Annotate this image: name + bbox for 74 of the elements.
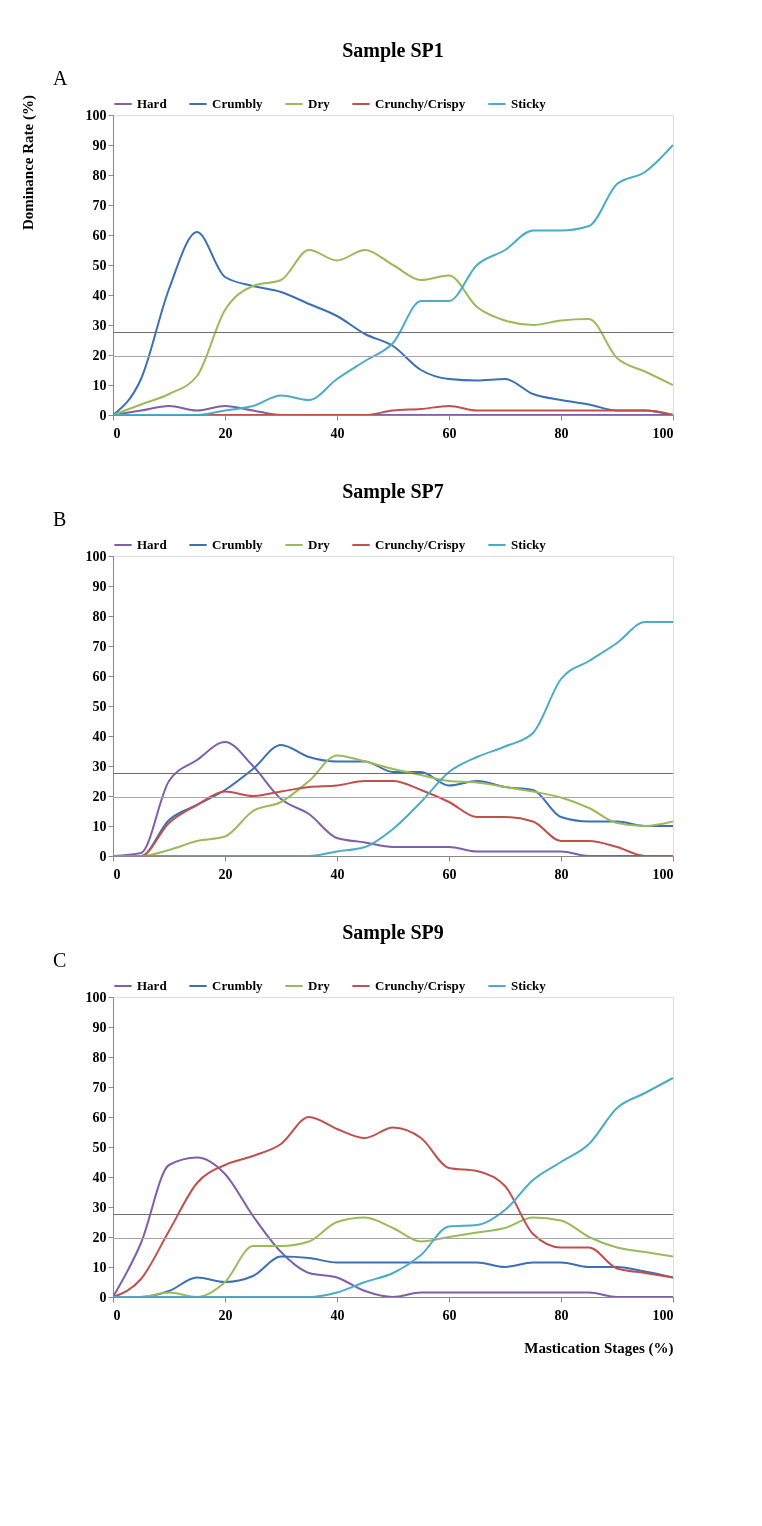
text: C	[53, 949, 67, 971]
y-tick-label: 0	[99, 1289, 107, 1305]
y-tick-label: 40	[92, 728, 107, 744]
y-tick-label: 30	[92, 317, 107, 333]
legend-label: Dry	[308, 537, 331, 552]
chart-title: Sample SP9	[342, 921, 444, 944]
x-tick-label: 40	[330, 425, 345, 441]
y-tick-label: 10	[92, 1259, 107, 1275]
y-tick-label: 30	[92, 758, 107, 774]
y-axis-title: Dominance Rate (%)	[20, 95, 37, 230]
y-tick-label: 80	[92, 1049, 107, 1065]
y-tick-label: 20	[92, 788, 107, 804]
legend-label: Hard	[137, 537, 168, 552]
y-tick-label: 90	[92, 137, 107, 153]
legend-label: Hard	[137, 96, 168, 111]
x-tick-label: 40	[330, 1307, 345, 1323]
legend-label: Crunchy/Crispy	[375, 537, 466, 552]
x-tick-label: 40	[330, 866, 345, 882]
legend-label: Sticky	[511, 978, 547, 993]
y-tick-label: 50	[92, 698, 107, 714]
legend-label: Crumbly	[212, 978, 264, 993]
x-axis-title: Mastication Stages (%)	[524, 1339, 674, 1357]
chart-title: Sample SP7	[342, 480, 444, 503]
legend-label: Sticky	[511, 96, 547, 111]
y-tick-label: 100	[85, 107, 107, 123]
y-tick-label: 90	[92, 1019, 107, 1035]
x-tick-label: 20	[218, 866, 233, 882]
y-tick-label: 70	[92, 1079, 107, 1095]
y-tick-label: 10	[92, 818, 107, 834]
legend-label: Crunchy/Crispy	[375, 978, 466, 993]
y-tick-label: 0	[99, 407, 107, 423]
y-tick-label: 0	[99, 848, 107, 864]
x-tick-label: 80	[554, 425, 569, 441]
x-tick-label: 0	[113, 425, 121, 441]
text: A	[53, 67, 68, 89]
chart-title: Sample SP1	[342, 39, 444, 62]
y-tick-label: 100	[85, 548, 107, 564]
x-tick-label: 20	[218, 1307, 233, 1323]
x-tick-label: 0	[113, 866, 121, 882]
y-tick-label: 100	[85, 989, 107, 1005]
y-tick-label: 50	[92, 1139, 107, 1155]
y-tick-label: 80	[92, 167, 107, 183]
text: B	[53, 508, 67, 530]
y-tick-label: 10	[92, 377, 107, 393]
x-tick-label: 60	[442, 425, 457, 441]
x-tick-label: 60	[442, 866, 457, 882]
legend-label: Crunchy/Crispy	[375, 96, 466, 111]
y-tick-label: 60	[92, 668, 107, 684]
x-tick-label: 100	[652, 1307, 674, 1323]
x-tick-label: 80	[554, 1307, 569, 1323]
y-tick-label: 20	[92, 1229, 107, 1245]
y-tick-label: 50	[92, 257, 107, 273]
y-tick-label: 70	[92, 197, 107, 213]
y-tick-label: 40	[92, 287, 107, 303]
y-tick-label: 70	[92, 638, 107, 654]
legend-label: Crumbly	[212, 96, 264, 111]
y-tick-label: 60	[92, 1109, 107, 1125]
x-tick-label: 60	[442, 1307, 457, 1323]
y-tick-label: 20	[92, 347, 107, 363]
y-tick-label: 80	[92, 608, 107, 624]
x-tick-label: 80	[554, 866, 569, 882]
x-tick-label: 100	[652, 425, 674, 441]
y-tick-label: 60	[92, 227, 107, 243]
x-tick-label: 0	[113, 1307, 121, 1323]
x-tick-label: 20	[218, 425, 233, 441]
x-tick-label: 100	[652, 866, 674, 882]
y-tick-label: 40	[92, 1169, 107, 1185]
y-tick-label: 90	[92, 578, 107, 594]
legend-label: Crumbly	[212, 537, 264, 552]
legend-label: Dry	[308, 978, 331, 993]
legend-label: Dry	[308, 96, 331, 111]
y-tick-label: 30	[92, 1199, 107, 1215]
legend-label: Sticky	[511, 537, 547, 552]
legend-label: Hard	[137, 978, 168, 993]
